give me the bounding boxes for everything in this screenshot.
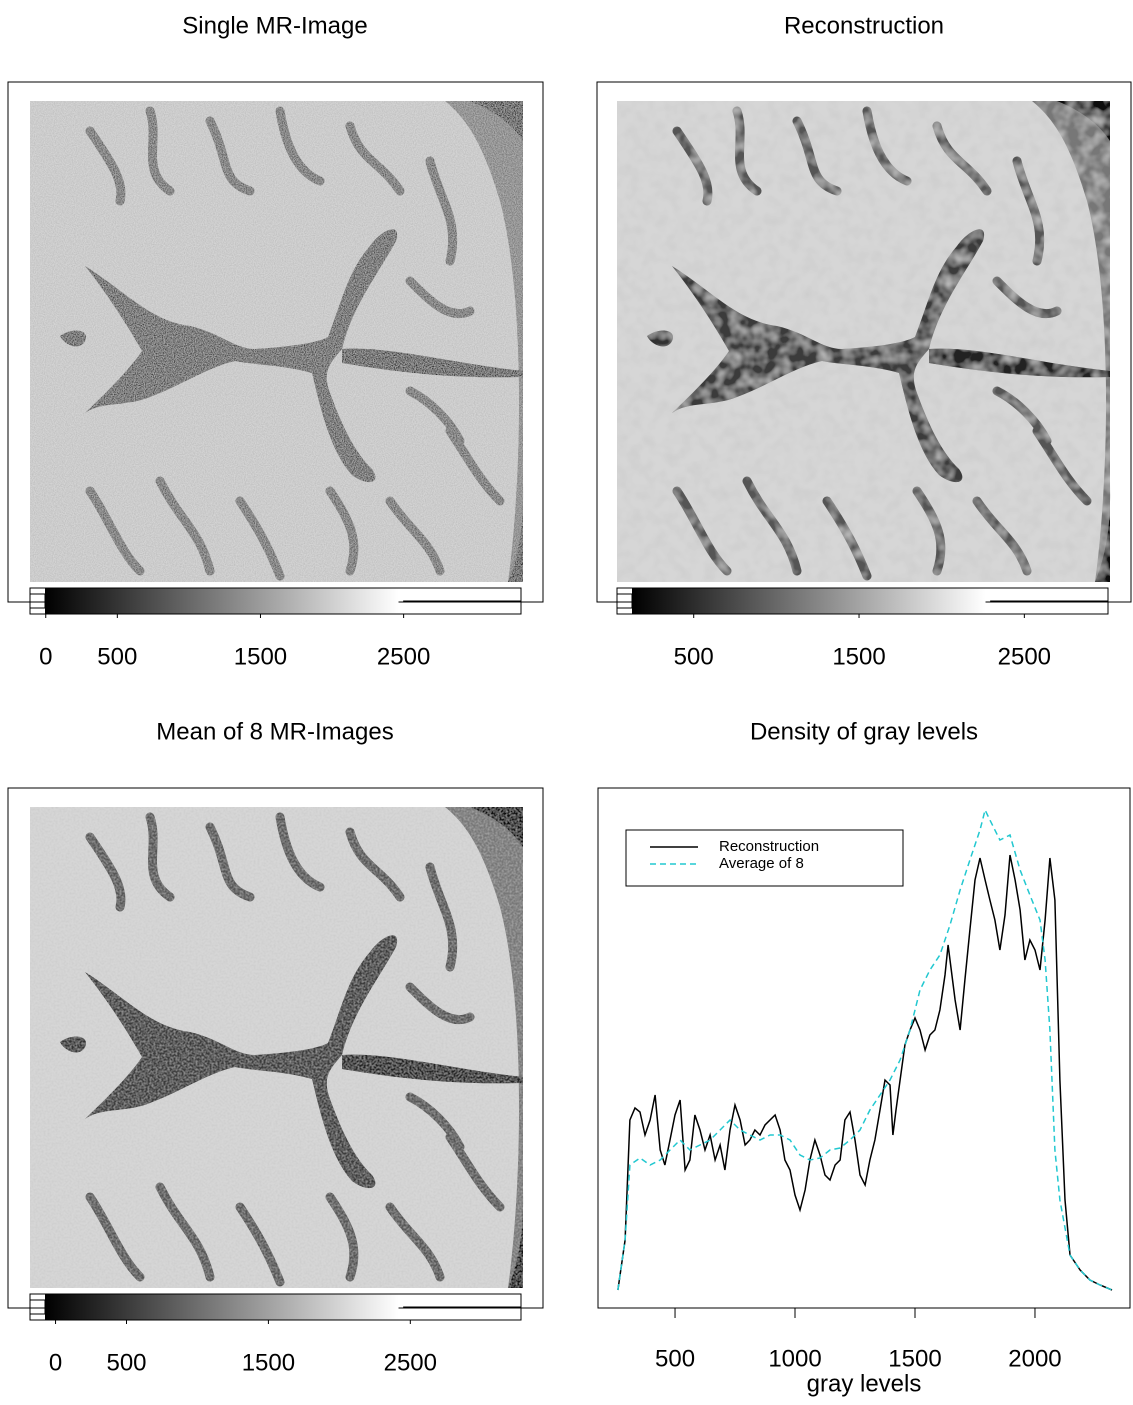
colorbar-tick-label: 1500 — [832, 643, 885, 670]
brain — [30, 101, 523, 582]
panel-title: Density of gray levels — [750, 718, 978, 745]
mr-image — [617, 101, 1110, 582]
colorbar-tick-label: 500 — [674, 643, 714, 670]
x-axis-label: gray levels — [807, 1370, 922, 1397]
brain — [617, 101, 1110, 582]
figure: Single MR-Image 0 500 1500 2500 Reconstructio… — [0, 0, 1133, 1400]
x-tick-label: 500 — [655, 1345, 695, 1372]
legend-label: Average of 8 — [719, 855, 804, 872]
legend-label: Reconstruction — [719, 838, 819, 855]
colorbar-cap — [617, 594, 632, 608]
colorbar-tick-label: 500 — [97, 643, 137, 670]
panel-title: Reconstruction — [784, 12, 944, 39]
panel-title: Mean of 8 MR-Images — [156, 718, 393, 745]
colorbar-cap — [30, 1300, 45, 1314]
x-tick-label: 1500 — [888, 1345, 941, 1372]
mr-image — [30, 807, 523, 1288]
colorbar-tick-label: 2500 — [384, 1349, 437, 1376]
colorbar-tick-label: 500 — [106, 1349, 146, 1376]
colorbar-tick-label: 0 — [39, 643, 52, 670]
x-tick-label: 1000 — [768, 1345, 821, 1372]
colorbar-tick-label: 2500 — [377, 643, 430, 670]
colorbar-tick-label: 1500 — [234, 643, 287, 670]
colorbar-tick-label: 0 — [49, 1349, 62, 1376]
colorbar-tick-label: 1500 — [242, 1349, 295, 1376]
colorbar-cap — [30, 594, 45, 608]
brain — [30, 807, 523, 1288]
colorbar-ramp — [632, 588, 986, 614]
colorbar-tick-label: 2500 — [998, 643, 1051, 670]
colorbar-ramp — [45, 588, 399, 614]
panel-title: Single MR-Image — [182, 12, 367, 39]
x-tick-label: 2000 — [1008, 1345, 1061, 1372]
mr-image — [30, 101, 523, 582]
colorbar-ramp — [45, 1294, 399, 1320]
density-line — [618, 855, 1112, 1290]
